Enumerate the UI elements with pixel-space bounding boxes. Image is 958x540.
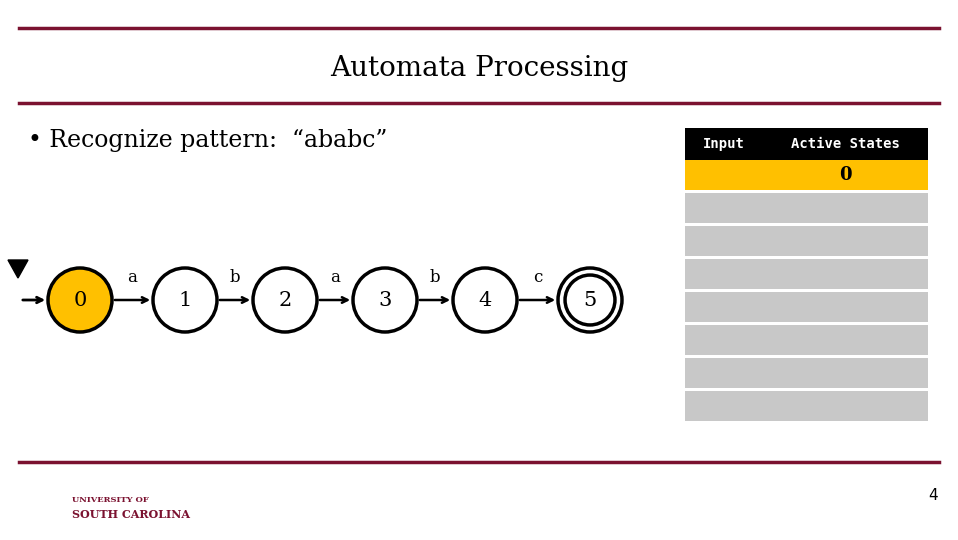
- Bar: [685, 391, 763, 421]
- Bar: [763, 259, 928, 289]
- Bar: [685, 259, 763, 289]
- Text: SOUTH CAROLINA: SOUTH CAROLINA: [72, 509, 190, 519]
- Circle shape: [353, 268, 417, 332]
- Text: b: b: [430, 269, 441, 287]
- Text: b: b: [230, 269, 240, 287]
- Bar: [763, 128, 928, 160]
- Circle shape: [558, 268, 622, 332]
- Bar: [685, 292, 763, 322]
- Text: Input: Input: [703, 137, 745, 151]
- Text: a: a: [331, 269, 340, 287]
- Text: 1: 1: [178, 291, 192, 309]
- Bar: [763, 325, 928, 355]
- Text: a: a: [127, 269, 137, 287]
- Text: UNIVERSITY OF: UNIVERSITY OF: [72, 496, 148, 504]
- Text: c: c: [533, 269, 542, 287]
- Bar: [763, 292, 928, 322]
- Bar: [763, 160, 928, 190]
- Text: 4: 4: [928, 488, 938, 503]
- Bar: [685, 193, 763, 223]
- Bar: [763, 193, 928, 223]
- Bar: [685, 226, 763, 256]
- Text: • Recognize pattern:  “ababc”: • Recognize pattern: “ababc”: [28, 129, 387, 152]
- Text: 4: 4: [478, 291, 491, 309]
- Circle shape: [153, 268, 217, 332]
- Text: 0: 0: [839, 166, 852, 184]
- Bar: [763, 226, 928, 256]
- Polygon shape: [8, 260, 28, 278]
- Circle shape: [48, 268, 112, 332]
- Text: 2: 2: [279, 291, 291, 309]
- Bar: [685, 358, 763, 388]
- Text: 5: 5: [583, 291, 597, 309]
- Bar: [763, 391, 928, 421]
- Text: Automata Processing: Automata Processing: [330, 55, 628, 82]
- Bar: [763, 358, 928, 388]
- Circle shape: [253, 268, 317, 332]
- Text: Active States: Active States: [791, 137, 900, 151]
- Bar: [685, 325, 763, 355]
- Text: 0: 0: [74, 291, 86, 309]
- Bar: [685, 160, 763, 190]
- Text: 3: 3: [378, 291, 392, 309]
- Bar: [685, 128, 763, 160]
- Circle shape: [453, 268, 517, 332]
